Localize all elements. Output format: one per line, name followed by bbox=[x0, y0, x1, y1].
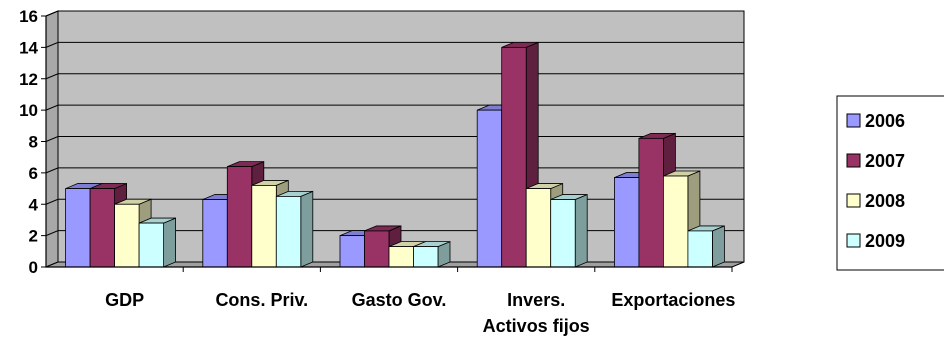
bar-front bbox=[89, 188, 115, 268]
bar-front bbox=[65, 188, 91, 268]
legend-swatch bbox=[846, 113, 861, 128]
legend: 2006 2007 2008 2009 bbox=[836, 95, 944, 271]
bar-front bbox=[638, 137, 664, 268]
y-tick-label: 12 bbox=[19, 70, 38, 89]
bar-2009-3 bbox=[550, 193, 588, 268]
legend-swatch bbox=[846, 153, 861, 168]
y-tick-label: 6 bbox=[29, 164, 38, 183]
y-tick-label: 4 bbox=[29, 195, 39, 214]
legend-swatch bbox=[846, 193, 861, 208]
bar-2009-2 bbox=[413, 241, 451, 268]
bar-front bbox=[251, 185, 277, 268]
x-category-label: Exportaciones bbox=[611, 290, 735, 310]
bar-front bbox=[339, 235, 365, 268]
bar-front bbox=[364, 230, 390, 268]
bar-2009-0 bbox=[138, 217, 177, 268]
y-tick-label: 0 bbox=[29, 258, 38, 277]
x-category-label: Gasto Gov. bbox=[352, 290, 447, 310]
bar-front bbox=[550, 199, 576, 268]
gridline bbox=[45, 10, 744, 17]
legend-label: 2009 bbox=[865, 231, 905, 251]
bar-side bbox=[712, 225, 725, 268]
bar-side bbox=[163, 217, 177, 268]
x-category-label: Invers. bbox=[507, 290, 565, 310]
bar-front bbox=[476, 109, 503, 268]
bar-front bbox=[501, 46, 527, 268]
bar-front bbox=[138, 222, 165, 268]
legend-swatch bbox=[846, 233, 861, 248]
y-tick-label: 14 bbox=[19, 38, 38, 57]
legend-label: 2008 bbox=[865, 191, 905, 211]
legend-label: 2007 bbox=[865, 151, 905, 171]
bar-side bbox=[300, 190, 314, 268]
axes: 0 2 4 6 8 10 12 14 16 GDP Cons. Priv. Gasto Gov. Inv… bbox=[19, 7, 735, 336]
bar-front bbox=[388, 246, 414, 268]
bar-front bbox=[663, 175, 689, 268]
bar-front bbox=[525, 188, 552, 268]
bar-2009-1 bbox=[275, 190, 314, 268]
bar-front bbox=[614, 177, 640, 268]
bar-front bbox=[275, 196, 302, 268]
y-tick-label: 10 bbox=[19, 101, 38, 120]
x-category-label: Activos fijos bbox=[483, 316, 590, 336]
x-category-label: Cons. Priv. bbox=[215, 290, 308, 310]
bar-front bbox=[413, 246, 439, 268]
x-category-label: GDP bbox=[105, 290, 144, 310]
bar-side bbox=[574, 193, 588, 268]
bar-front bbox=[226, 166, 253, 268]
bar-2009-4 bbox=[687, 225, 725, 268]
legend-label: 2006 bbox=[865, 111, 905, 131]
y-tick-label: 16 bbox=[19, 7, 38, 26]
y-tick-label: 2 bbox=[29, 227, 38, 246]
bar-front bbox=[114, 203, 140, 268]
y-tick-label: 8 bbox=[29, 133, 38, 152]
bar-front bbox=[202, 199, 228, 268]
bar-front bbox=[687, 230, 713, 268]
